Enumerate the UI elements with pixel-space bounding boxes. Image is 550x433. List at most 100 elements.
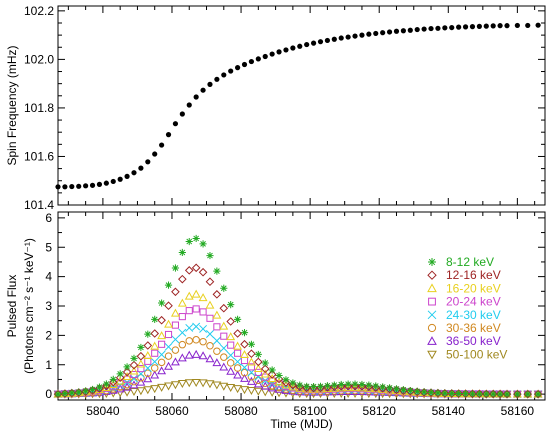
pulsed-flux-point [419,388,429,397]
pulsed-flux-point [199,308,207,316]
pulsed-flux-point [253,364,263,373]
pulsed-flux-point [205,354,215,363]
pulsed-flux-point [405,386,415,396]
spin-frequency-point [131,170,137,176]
bottom-y-axis-label-units: (Photons cm⁻² s⁻¹ keV⁻¹) [22,238,36,374]
pulsed-flux-point [143,374,153,383]
pulsed-flux-point [240,363,249,372]
spin-frequency-point [235,65,241,71]
pulsed-flux-point [481,389,491,399]
spin-frequency-point [179,111,185,117]
x-tick-label: 58080 [224,404,258,418]
pulsed-flux-point [170,308,180,317]
spin-frequency-point [262,53,268,60]
legend-marker [427,270,437,280]
pulsed-flux-point [503,390,511,398]
spin-frequency-point [414,26,420,33]
pulsed-flux-point [88,385,97,394]
pulsed-flux-point [157,358,166,367]
pulsed-flux-point [281,378,291,387]
pulsed-flux-point [289,379,297,387]
pulsed-flux-point [143,351,153,360]
spin-frequency-point [428,25,434,32]
pulsed-flux-point [206,342,214,350]
pulsed-flux-point [246,386,256,395]
pulsed-flux-point [372,382,380,390]
pulsed-flux-point [102,381,111,391]
x-tick-label: 58040 [86,404,120,418]
pulsed-flux-point [426,388,436,398]
pulsed-flux-point [178,248,186,257]
pulsed-flux-point [495,389,505,399]
pulsed-flux-point [129,388,139,397]
pulsed-flux-point [191,289,201,298]
pulsed-flux-point [178,340,187,349]
pulsed-flux-point [171,264,180,272]
pulsed-flux-point [247,349,256,359]
pulsed-flux-point [151,349,159,357]
pulsed-flux-point [513,390,521,398]
pulsed-flux-point [198,379,208,388]
pulsed-flux-point [399,386,407,394]
top-y-tick-label: 101.8 [24,101,54,115]
spin-frequency-point [324,37,331,44]
pulsed-flux-point [206,251,214,260]
pulsed-flux-point [157,331,167,340]
spin-frequency-point [442,25,448,31]
pulsed-flux-point [303,382,311,390]
pulsed-flux-point [240,356,249,365]
pulsed-flux-point [164,382,173,391]
pulsed-flux-point [392,385,401,393]
pulsed-flux-point [198,293,208,302]
spin-frequency-point [469,24,476,30]
pulsed-flux-point [205,380,215,389]
pulsed-flux-point [267,370,277,379]
pulsed-flux-point [205,277,215,287]
pulsed-flux-point [171,335,180,344]
pulsed-flux-point [309,383,318,391]
pulsed-flux-point [116,370,124,378]
pulsed-flux-point [158,299,166,307]
pulsed-flux-point [212,310,222,319]
pulsed-flux-point [191,263,201,273]
pulsed-flux-point [343,381,353,391]
pulsed-flux-point [226,317,236,326]
pulsed-flux-point [171,287,180,297]
top-y-tick-label: 101.4 [24,198,54,212]
spin-frequency-point [352,33,358,39]
pulsed-flux-point [219,321,229,330]
pulsed-flux-point [115,389,125,398]
pulsed-flux-point [150,370,160,379]
pulsed-flux-point [122,388,132,397]
pulsed-flux-point [233,370,243,379]
spin-frequency-point [159,142,165,148]
x-tick-label: 58160 [501,404,535,418]
pulsed-flux-point [136,359,146,368]
spin-frequency-point [255,56,261,62]
pulsed-flux-point [524,390,532,398]
legend-label: 50-100 keV [446,347,507,361]
spin-frequency-point [514,22,520,29]
x-tick-label: 58140 [432,404,466,418]
spin-frequency-point [76,183,82,189]
pulsed-flux-point [178,313,186,321]
pulsed-flux-point [461,390,470,398]
pulsed-flux-point [220,284,228,292]
pulsed-flux-point [61,389,69,398]
pulsed-flux-point [240,339,249,349]
pulsed-flux-point [122,367,132,377]
pulsed-flux-point [475,389,484,399]
pulsed-flux-point [143,341,153,350]
spin-frequency-point [504,23,510,29]
pulsed-flux-point [330,381,338,389]
bottom-y-tick-label: 3 [45,299,52,313]
pulsed-flux-point [192,234,200,243]
pulsed-flux-point [95,383,104,391]
spin-frequency-point [535,22,541,28]
pulsed-flux-point [233,341,243,350]
pulsed-flux-point [130,374,138,383]
bottom-y-axis-label: Pulsed Flux [5,275,19,338]
pulsed-flux-point [260,369,270,378]
pulsed-flux-point [434,389,442,397]
